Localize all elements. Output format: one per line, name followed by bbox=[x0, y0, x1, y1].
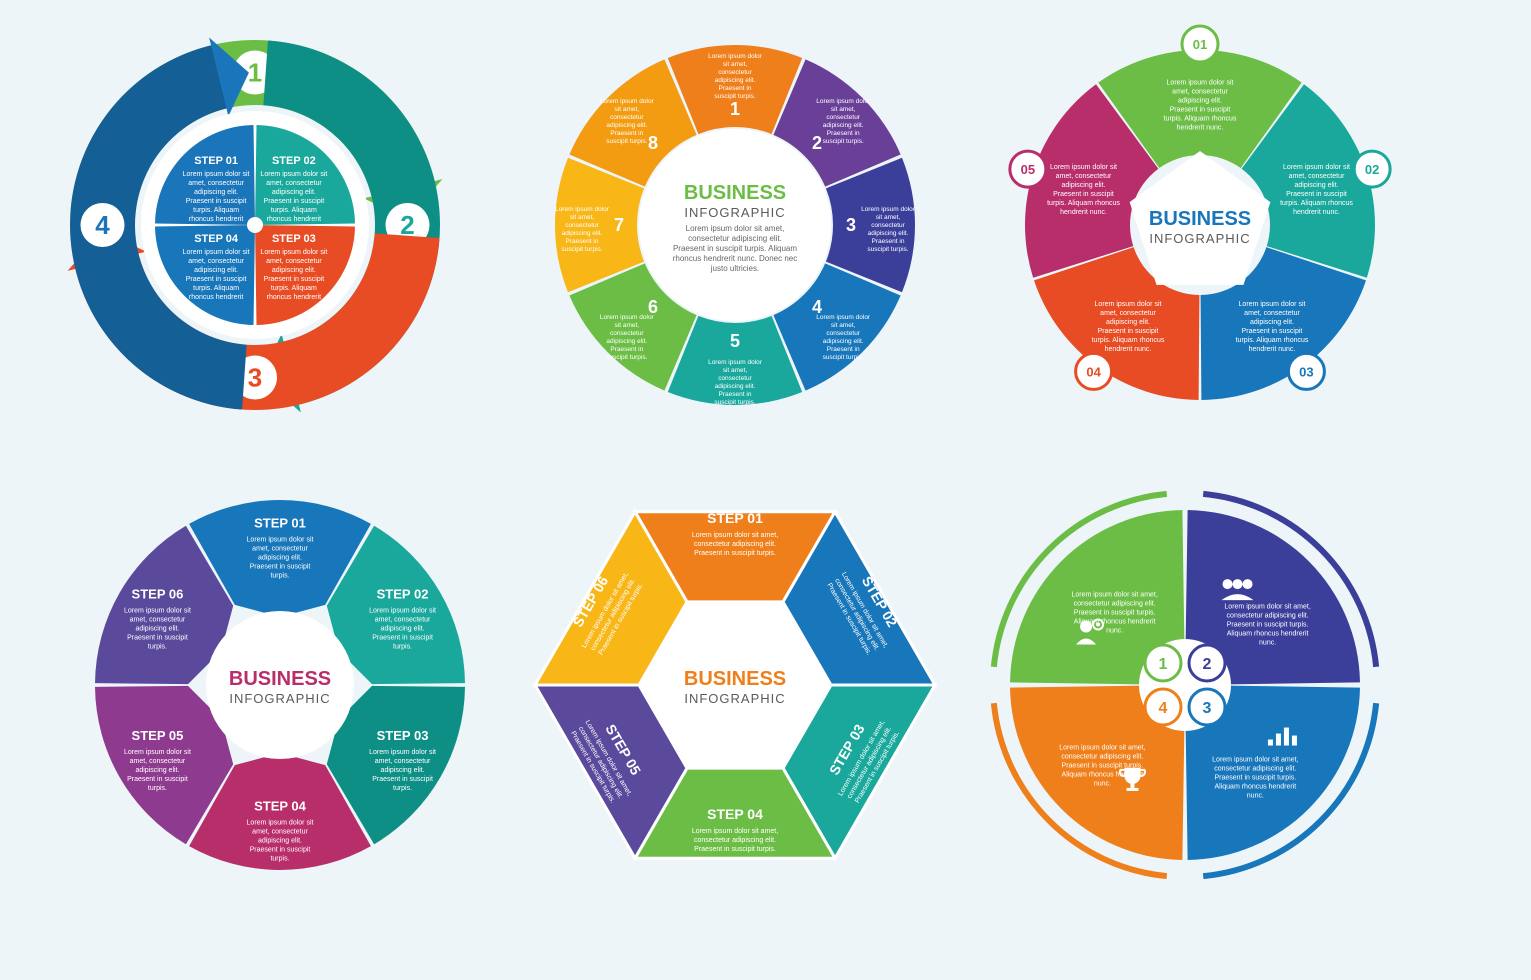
chart-flower-6: STEP 01Lorem ipsum dolor sitamet, consec… bbox=[95, 500, 465, 870]
svg-text:STEP 04: STEP 04 bbox=[254, 799, 307, 814]
svg-text:1: 1 bbox=[730, 99, 740, 119]
svg-text:2: 2 bbox=[812, 133, 822, 153]
svg-text:3: 3 bbox=[248, 363, 262, 393]
chart-arrow-cycle: 1234STEP 01Lorem ipsum dolor sitamet, co… bbox=[68, 38, 443, 413]
svg-text:INFOGRAPHIC: INFOGRAPHIC bbox=[229, 691, 330, 706]
svg-text:INFOGRAPHIC: INFOGRAPHIC bbox=[1149, 231, 1250, 246]
svg-text:5: 5 bbox=[730, 331, 740, 351]
svg-text:INFOGRAPHIC: INFOGRAPHIC bbox=[684, 205, 785, 220]
svg-text:05: 05 bbox=[1021, 162, 1035, 177]
chart-pentagon-5: Lorem ipsum dolor sitamet, consecteturad… bbox=[1010, 26, 1390, 400]
svg-text:BUSINESS: BUSINESS bbox=[1149, 208, 1251, 230]
svg-text:02: 02 bbox=[1365, 162, 1379, 177]
svg-text:STEP 01: STEP 01 bbox=[707, 510, 763, 526]
svg-text:3: 3 bbox=[1203, 700, 1212, 717]
svg-text:2: 2 bbox=[1203, 656, 1212, 673]
svg-text:STEP 04: STEP 04 bbox=[707, 806, 763, 822]
svg-text:Lorem ipsum dolor sit amet,con: Lorem ipsum dolor sit amet,consectetur a… bbox=[692, 828, 778, 853]
chart-hexagon-6: STEP 01 Lorem ipsum dolor sit amet,consec… bbox=[535, 510, 935, 858]
svg-text:STEP 03: STEP 03 bbox=[272, 233, 316, 245]
svg-text:BUSINESS: BUSINESS bbox=[229, 668, 331, 690]
svg-text:04: 04 bbox=[1086, 364, 1101, 379]
svg-text:INFOGRAPHIC: INFOGRAPHIC bbox=[684, 691, 785, 706]
svg-text:01: 01 bbox=[1193, 37, 1207, 52]
svg-text:STEP 06: STEP 06 bbox=[132, 586, 184, 601]
svg-text:STEP 01: STEP 01 bbox=[194, 155, 238, 167]
svg-text:STEP 02: STEP 02 bbox=[377, 586, 429, 601]
svg-text:1: 1 bbox=[1159, 656, 1168, 673]
svg-text:03: 03 bbox=[1299, 364, 1313, 379]
svg-text:STEP 01: STEP 01 bbox=[254, 516, 306, 531]
svg-text:STEP 02: STEP 02 bbox=[272, 155, 316, 167]
svg-text:7: 7 bbox=[614, 215, 624, 235]
chart-quad-icons: Lorem ipsum dolor sit amet,consectetur a… bbox=[994, 494, 1376, 876]
svg-text:BUSINESS: BUSINESS bbox=[684, 182, 786, 204]
svg-text:STEP 05: STEP 05 bbox=[132, 728, 184, 743]
svg-text:STEP 03: STEP 03 bbox=[377, 728, 429, 743]
svg-text:1: 1 bbox=[248, 58, 262, 88]
svg-text:4: 4 bbox=[1159, 700, 1168, 717]
svg-text:3: 3 bbox=[846, 215, 856, 235]
svg-text:8: 8 bbox=[648, 133, 658, 153]
svg-text:BUSINESS: BUSINESS bbox=[684, 668, 786, 690]
svg-text:4: 4 bbox=[95, 210, 110, 240]
svg-text:Lorem ipsum dolor sit amet,con: Lorem ipsum dolor sit amet,consectetur a… bbox=[692, 532, 778, 557]
chart-ring-8: 1Lorem ipsum dolorsit amet,consecteturad… bbox=[555, 45, 916, 406]
svg-text:STEP 04: STEP 04 bbox=[194, 233, 239, 245]
